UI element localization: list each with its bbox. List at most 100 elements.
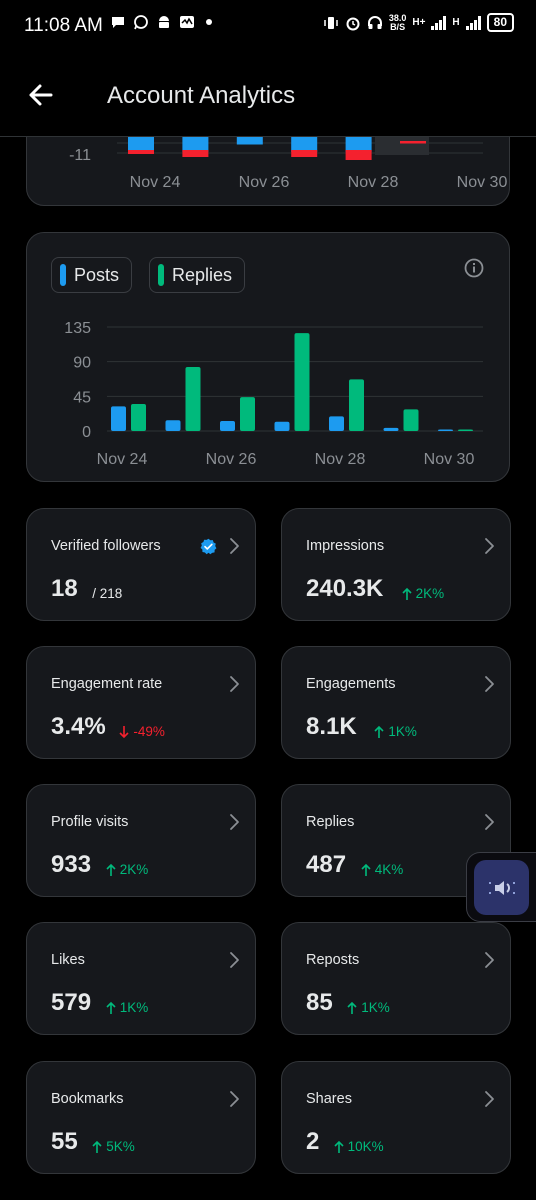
y-tick-label: 90	[73, 355, 91, 372]
chevron-right-icon	[485, 538, 494, 554]
metric-value: 933	[51, 851, 92, 878]
signal-icon-2	[465, 15, 481, 30]
verified-badge-icon	[200, 538, 217, 555]
metric-label: Reposts	[306, 952, 360, 968]
message-icon	[110, 14, 126, 30]
bar-negative-red	[400, 141, 426, 144]
bar-replies	[403, 409, 419, 431]
vibrate-icon	[323, 15, 339, 31]
chevron-right-icon	[485, 1091, 494, 1107]
bar-negative-red	[291, 150, 318, 157]
bar-replies	[131, 404, 146, 431]
metric-change: -49%	[133, 724, 165, 739]
metric-card-verified-followers[interactable]: Verified followers 18 / 218	[26, 508, 256, 621]
bar-replies	[458, 429, 473, 431]
chevron-right-icon	[230, 538, 239, 554]
metric-card-profile-visits[interactable]: Profile visits 933 2K%	[26, 784, 256, 897]
replies-swatch	[158, 264, 164, 286]
arrow-up-icon	[374, 725, 384, 738]
metric-change: 2K%	[119, 862, 149, 877]
chevron-right-icon	[230, 952, 239, 968]
bar-negative-red	[182, 150, 209, 157]
x-tick-label: Nov 26	[239, 174, 290, 191]
speaker-icon	[489, 881, 515, 895]
legend-posts-toggle[interactable]: Posts	[51, 257, 133, 293]
network-speed: 38.0 B/S	[389, 13, 407, 32]
metric-value: 18	[51, 575, 78, 602]
metric-card-shares[interactable]: Shares 2 10K%	[281, 1061, 511, 1174]
metric-label: Engagement rate	[51, 676, 163, 692]
metric-value: 579	[51, 989, 92, 1016]
x-tick-label: Nov 24	[97, 451, 148, 468]
metric-change: 5K%	[106, 1139, 135, 1154]
chevron-right-icon	[485, 952, 494, 968]
x-tick-label: Nov 24	[130, 174, 181, 191]
bar-negative-red	[345, 150, 372, 160]
metric-label: Engagements	[306, 676, 396, 692]
metric-label: Profile visits	[51, 814, 129, 830]
activity-icon	[179, 14, 195, 30]
floating-speaker-button[interactable]	[466, 852, 536, 922]
alarm-icon	[345, 15, 361, 31]
network-type-1: H+	[412, 17, 426, 28]
arrow-up-icon	[106, 863, 116, 876]
arrow-up-icon	[361, 863, 371, 876]
metric-label: Impressions	[306, 538, 385, 554]
metric-card-bookmarks[interactable]: Bookmarks 55 5K%	[26, 1061, 256, 1174]
bar-negative-red	[128, 150, 154, 154]
chevron-right-icon	[485, 676, 494, 692]
arrow-up-icon	[347, 1001, 357, 1014]
headset-icon	[367, 15, 383, 31]
info-icon[interactable]	[463, 257, 485, 279]
status-time: 11:08 AM	[24, 15, 103, 36]
x-tick-label: Nov 28	[315, 451, 366, 468]
posts-swatch	[60, 264, 66, 286]
status-bar: 11:08 AM 38.0 B/S H+ H	[0, 0, 536, 54]
back-arrow-icon	[29, 84, 53, 106]
metric-card-likes[interactable]: Likes 579 1K%	[26, 922, 256, 1035]
android-icon	[156, 14, 172, 30]
metric-card-engagement-rate[interactable]: Engagement rate 3.4% -49%	[26, 646, 256, 759]
metric-subvalue: / 218	[92, 586, 123, 601]
metric-card-impressions[interactable]: Impressions 240.3K 2K%	[281, 508, 511, 621]
y-tick-label: 135	[64, 320, 91, 337]
arrow-up-icon	[92, 1140, 102, 1153]
metric-label: Shares	[306, 1091, 352, 1107]
x-tick-label: Nov 30	[457, 174, 508, 191]
bar-replies	[349, 379, 364, 431]
signal-icon	[431, 15, 447, 30]
x-tick-label: Nov 30	[424, 451, 475, 468]
metric-label: Likes	[51, 952, 85, 968]
bar-posts	[274, 421, 290, 431]
arrow-up-icon	[334, 1140, 344, 1153]
metric-value: 240.3K	[306, 575, 384, 602]
battery-indicator: 80	[486, 13, 514, 32]
metric-change: 4K%	[374, 862, 404, 877]
metric-label: Replies	[306, 814, 355, 830]
metric-card-reposts[interactable]: Reposts 85 1K%	[281, 922, 511, 1035]
speed-unit: B/S	[390, 21, 406, 32]
bar-replies	[185, 367, 201, 431]
legend-posts-label: Posts	[74, 264, 120, 285]
arrow-up-icon	[106, 1001, 116, 1014]
bar-posts	[438, 429, 453, 431]
chevron-right-icon	[230, 1091, 239, 1107]
chevron-right-icon	[230, 676, 239, 692]
metric-change: 10K%	[347, 1139, 384, 1154]
metric-value: 3.4%	[51, 713, 106, 740]
bar-posts	[329, 416, 344, 431]
bar-posts	[220, 420, 235, 431]
dot-icon	[206, 19, 212, 25]
x-tick-label: Nov 28	[348, 174, 399, 191]
metric-value: 55	[51, 1128, 78, 1155]
metric-value: 2	[306, 1128, 320, 1155]
metric-label: Verified followers	[51, 538, 161, 554]
arrow-down-icon	[119, 726, 129, 739]
back-button[interactable]	[24, 78, 58, 112]
bar-posts	[111, 406, 126, 431]
legend-replies-toggle[interactable]: Replies	[149, 257, 246, 293]
chevron-right-icon	[485, 814, 494, 830]
y-tick-label: -11	[69, 147, 91, 164]
metric-value: 8.1K	[306, 713, 357, 740]
metric-card-engagements[interactable]: Engagements 8.1K 1K%	[281, 646, 511, 759]
